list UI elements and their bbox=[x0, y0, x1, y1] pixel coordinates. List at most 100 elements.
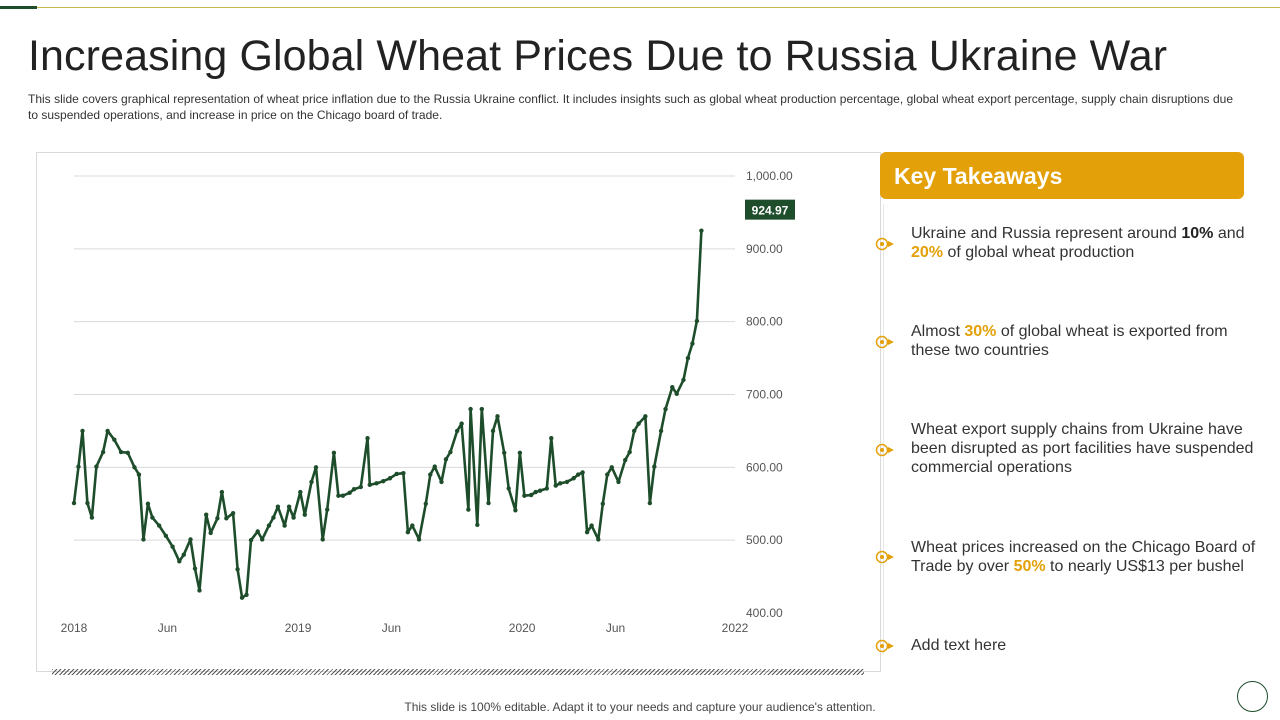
price-line bbox=[72, 230, 703, 599]
data-point bbox=[358, 484, 364, 490]
x-tick-label: 2019 bbox=[285, 621, 312, 635]
data-point bbox=[235, 567, 240, 572]
data-point bbox=[313, 465, 319, 470]
data-point bbox=[533, 489, 538, 495]
y-tick-label: 800.00 bbox=[746, 315, 783, 329]
data-point bbox=[248, 537, 254, 543]
data-point bbox=[443, 457, 449, 462]
data-point bbox=[623, 457, 628, 463]
data-point bbox=[571, 476, 576, 481]
takeaway-text: Ukraine and Russia represent around bbox=[911, 225, 1182, 242]
data-point bbox=[401, 470, 406, 476]
data-point bbox=[699, 228, 704, 233]
data-point bbox=[506, 486, 511, 491]
takeaway-item: Wheat prices increased on the Chicago Bo… bbox=[911, 538, 1271, 576]
data-point bbox=[324, 507, 330, 512]
data-point bbox=[170, 544, 175, 549]
data-point bbox=[459, 421, 464, 426]
bullet-target-icon bbox=[875, 443, 894, 457]
data-point bbox=[670, 385, 675, 390]
x-tick-label: 2018 bbox=[61, 621, 88, 635]
top-accent-bar bbox=[0, 6, 37, 9]
takeaway-item: Ukraine and Russia represent around 10% … bbox=[911, 224, 1271, 262]
hatched-divider bbox=[52, 669, 864, 675]
data-point bbox=[365, 436, 370, 441]
data-point bbox=[490, 428, 496, 434]
bullet-target-icon bbox=[875, 237, 894, 251]
data-point bbox=[584, 529, 590, 535]
bullet-target-icon bbox=[875, 639, 894, 653]
data-point bbox=[188, 537, 193, 542]
data-point bbox=[76, 464, 81, 469]
data-point bbox=[589, 523, 594, 528]
takeaway-item: Add text here bbox=[911, 636, 1271, 655]
slide-description: This slide covers graphical representati… bbox=[28, 92, 1233, 122]
data-point bbox=[89, 515, 95, 520]
data-point bbox=[685, 355, 691, 361]
data-point bbox=[163, 533, 169, 538]
data-point bbox=[522, 493, 527, 498]
data-point bbox=[394, 471, 399, 477]
data-point bbox=[416, 537, 422, 542]
slide-title: Increasing Global Wheat Prices Due to Ru… bbox=[28, 32, 1168, 80]
x-tick-label: 2020 bbox=[509, 621, 536, 635]
takeaway-text: Add text here bbox=[911, 637, 1007, 654]
data-point bbox=[219, 489, 225, 495]
takeaway-text: Wheat export supply chains from Ukraine … bbox=[911, 421, 1254, 476]
key-takeaways-header: Key Takeaways bbox=[880, 152, 1244, 199]
data-point bbox=[405, 529, 411, 535]
data-point bbox=[224, 516, 229, 521]
takeaway-text: 10% bbox=[1181, 225, 1214, 242]
data-point bbox=[118, 449, 124, 455]
data-point bbox=[255, 529, 260, 534]
data-point bbox=[428, 472, 433, 477]
data-point bbox=[479, 406, 485, 412]
data-point bbox=[351, 486, 357, 492]
data-point bbox=[596, 537, 601, 542]
circle-icon bbox=[1237, 681, 1268, 712]
data-point bbox=[674, 391, 679, 396]
data-point bbox=[643, 414, 648, 419]
takeaway-text: and bbox=[1213, 225, 1245, 242]
data-point bbox=[141, 537, 146, 542]
data-point bbox=[302, 512, 307, 517]
last-value-label: 924.97 bbox=[752, 204, 789, 218]
data-point bbox=[367, 482, 372, 488]
wheat-price-chart: 1,000.00 900.00 800.00 700.00 600.00 500.00 40… bbox=[36, 152, 881, 672]
data-point bbox=[94, 464, 99, 469]
takeaway-text: to nearly US$13 per bushel bbox=[1045, 558, 1244, 575]
takeaway-text: of global wheat production bbox=[943, 244, 1135, 261]
y-tick-label: 600.00 bbox=[746, 460, 783, 474]
x-tick-label: Jun bbox=[158, 621, 177, 635]
takeaway-text: of global wheat is exported from these t… bbox=[911, 323, 1228, 359]
data-point bbox=[558, 481, 563, 486]
data-point bbox=[239, 595, 245, 600]
data-point bbox=[132, 465, 137, 470]
data-point bbox=[85, 500, 90, 506]
x-tick-label: Jun bbox=[606, 621, 625, 635]
y-tick-label: 700.00 bbox=[746, 388, 783, 402]
data-point bbox=[468, 406, 473, 412]
data-point bbox=[658, 428, 664, 434]
y-tick-label: 1,000.00 bbox=[746, 169, 793, 183]
data-point bbox=[230, 511, 236, 516]
data-point bbox=[694, 318, 700, 324]
data-point bbox=[575, 472, 581, 477]
takeaway-item: Almost 30% of global wheat is exported f… bbox=[911, 322, 1271, 360]
data-point bbox=[374, 481, 379, 486]
data-point bbox=[580, 470, 585, 475]
data-point bbox=[244, 592, 249, 597]
data-point bbox=[528, 492, 534, 498]
data-point bbox=[486, 500, 491, 506]
data-point bbox=[125, 450, 130, 455]
data-point bbox=[208, 530, 213, 536]
data-point bbox=[266, 523, 272, 528]
top-rule bbox=[0, 7, 1280, 8]
data-point bbox=[466, 507, 471, 512]
footer-note: This slide is 100% editable. Adapt it to… bbox=[404, 700, 876, 714]
data-point bbox=[156, 523, 162, 528]
data-point bbox=[192, 566, 198, 571]
data-point bbox=[537, 488, 543, 493]
data-point bbox=[690, 341, 695, 346]
y-tick-label: 500.00 bbox=[746, 533, 783, 547]
